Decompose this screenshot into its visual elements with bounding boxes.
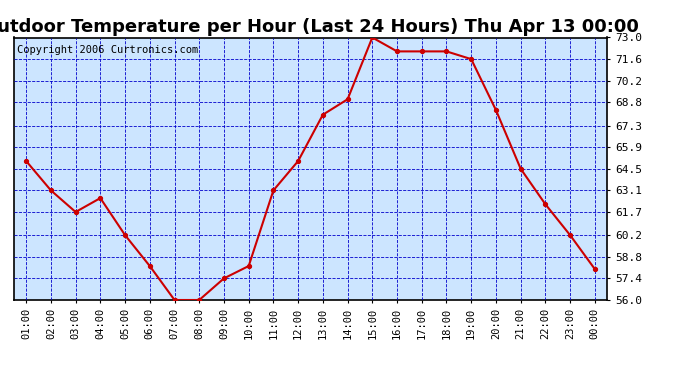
Title: Outdoor Temperature per Hour (Last 24 Hours) Thu Apr 13 00:00: Outdoor Temperature per Hour (Last 24 Ho… bbox=[0, 18, 639, 36]
Text: Copyright 2006 Curtronics.com: Copyright 2006 Curtronics.com bbox=[17, 45, 198, 56]
